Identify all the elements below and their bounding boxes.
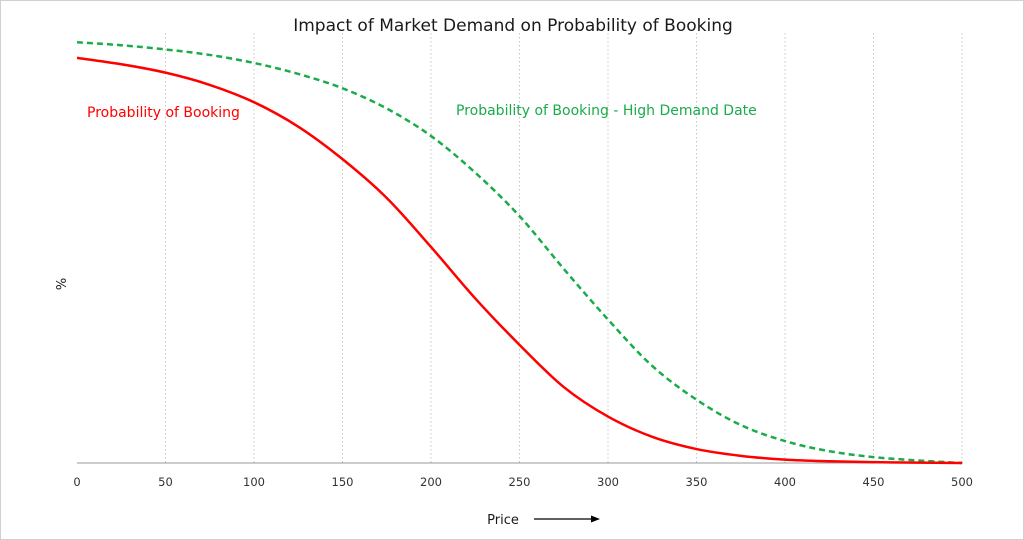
x-tick-label: 50 xyxy=(158,475,173,489)
x-axis-label: Price xyxy=(487,513,519,528)
x-tick-label: 150 xyxy=(332,475,354,489)
x-tick-label: 0 xyxy=(73,475,80,489)
gridlines xyxy=(165,33,963,463)
x-tick-labels: 0 50 100 150 200 250 300 350 400 450 500 xyxy=(73,475,973,489)
x-tick-label: 300 xyxy=(597,475,619,489)
x-tick-label: 250 xyxy=(509,475,531,489)
x-tick-label: 100 xyxy=(243,475,265,489)
y-axis-label: % xyxy=(55,278,70,290)
series-lines xyxy=(76,41,963,465)
x-tick-label: 450 xyxy=(863,475,885,489)
x-tick-label: 400 xyxy=(774,475,796,489)
series-line-probability-of-booking xyxy=(76,56,963,465)
x-tick-label: 200 xyxy=(420,475,442,489)
chart-title: Impact of Market Demand on Probability o… xyxy=(293,16,733,36)
series-line-high-demand-date xyxy=(76,41,963,465)
series-label-high-demand-date: Probability of Booking - High Demand Dat… xyxy=(456,103,757,119)
series-label-probability-of-booking: Probability of Booking xyxy=(87,105,240,121)
x-axis-arrow xyxy=(534,515,600,523)
x-tick-label: 500 xyxy=(951,475,973,489)
x-tick-label: 350 xyxy=(686,475,708,489)
